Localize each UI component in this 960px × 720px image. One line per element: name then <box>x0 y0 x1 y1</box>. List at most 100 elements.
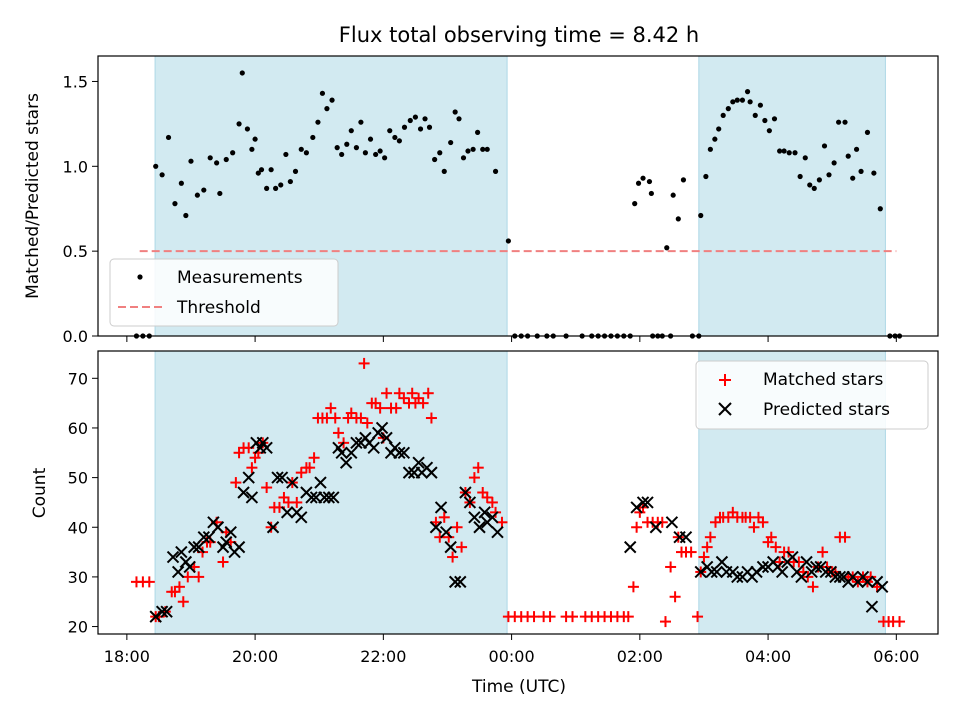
predicted-star-point <box>242 471 255 484</box>
predicted-stars-series <box>149 421 889 623</box>
matched-star-point <box>704 531 716 543</box>
predicted-star-point <box>468 511 481 524</box>
predicted-star-point <box>155 605 169 618</box>
threshold-legend-label: Threshold <box>176 298 261 318</box>
matched-star-point <box>261 482 273 494</box>
predicted-star-point <box>280 506 294 519</box>
measurement-point <box>877 206 883 212</box>
measurement-point <box>480 146 486 152</box>
measurement-point <box>766 128 772 134</box>
measurement-point <box>172 201 178 207</box>
count-y-axis-label: Count <box>30 467 50 518</box>
chart-title: Flux total observing time = 8.42 h <box>339 23 699 47</box>
x-tick-label: 20:00 <box>232 647 278 666</box>
matched-star-point <box>438 511 450 523</box>
measurement-point <box>334 145 340 151</box>
predicted-star-point <box>876 580 889 594</box>
matched-star-point <box>345 407 357 419</box>
predicted-star-point <box>275 471 289 484</box>
predicted-star-point <box>166 550 180 564</box>
y-tick-label: 1.0 <box>63 157 88 176</box>
measurement-point <box>792 150 798 156</box>
predicted-star-point <box>478 506 491 519</box>
measurement-point <box>236 121 242 127</box>
matched-star-point <box>631 521 643 533</box>
measurement-point <box>816 177 822 183</box>
predicted-star-point <box>211 521 225 534</box>
measurement-point <box>201 187 207 193</box>
matched-star-point <box>291 496 303 508</box>
ratio-panel-frame <box>97 55 939 337</box>
matched-star-point <box>374 402 386 414</box>
x-tick-label: 02:00 <box>617 647 663 666</box>
measurement-point <box>492 168 499 174</box>
measurement-point <box>249 146 255 152</box>
predicted-star-point <box>171 565 185 579</box>
x-axis-label: Time (UTC) <box>471 677 566 697</box>
matched-star-point <box>669 591 681 603</box>
measurement-point <box>377 148 383 154</box>
measurement-point <box>762 117 768 124</box>
predicted-star-point <box>187 540 201 554</box>
ratio-y-axis: 0.0 0.5 1.0 1.5 <box>63 72 98 346</box>
predicted-star-point <box>641 496 654 509</box>
measurement-point <box>230 150 236 156</box>
predicted-legend-marker <box>718 402 732 416</box>
matched-star-point <box>622 611 634 623</box>
predicted-star-point <box>705 565 718 579</box>
measurement-point <box>730 99 736 105</box>
predicted-star-point <box>339 456 353 469</box>
measurement-point <box>648 190 654 197</box>
predicted-star-point <box>245 491 259 504</box>
measurement-point <box>264 185 270 191</box>
ratio-y-axis-label: Matched/Predicted stars <box>23 93 43 299</box>
predicted-star-point <box>775 565 789 579</box>
measurement-point <box>734 97 740 103</box>
measurement-point <box>441 168 447 174</box>
measurement-point <box>646 178 653 185</box>
measurements-legend-label: Measurements <box>177 268 303 288</box>
matched-star-point <box>295 467 307 479</box>
predicted-star-point <box>630 501 643 514</box>
predicted-star-point <box>865 600 879 613</box>
measurement-point <box>456 116 462 122</box>
measurement-point <box>698 212 704 219</box>
count-legend-box <box>695 360 929 430</box>
measurement-point <box>635 180 642 186</box>
matched-star-point <box>381 387 393 399</box>
measurement-point <box>505 238 511 244</box>
measurement-point <box>739 97 746 103</box>
measurement-point <box>278 182 284 188</box>
matched-star-point <box>770 541 782 553</box>
predicted-star-point <box>454 575 467 589</box>
predicted-star-point <box>665 516 679 529</box>
measurement-point <box>786 150 792 156</box>
predicted-star-point <box>322 491 336 504</box>
matched-star-point <box>544 611 556 623</box>
matched-star-point <box>486 496 498 508</box>
measurement-point <box>344 141 350 147</box>
x-tick-label: 18:00 <box>104 647 150 666</box>
matched-star-point <box>656 516 668 528</box>
measurement-point <box>268 167 274 173</box>
matched-star-point <box>481 491 493 503</box>
measurement-point <box>244 126 251 132</box>
measurement-point <box>207 155 213 161</box>
y-tick-label: 0.0 <box>63 327 88 346</box>
matched-star-point <box>246 462 258 474</box>
predicted-star-point <box>266 521 280 534</box>
observing-window-1 <box>154 350 508 635</box>
predicted-star-point <box>459 486 472 499</box>
predicted-star-point <box>715 555 729 569</box>
ratio-panel: 0.0 0.5 1.0 1.5 Matched/Predicted stars Mea… <box>23 55 939 346</box>
measurement-point <box>757 102 763 108</box>
y-tick-label: 30 <box>68 568 88 587</box>
measurement-point <box>664 245 670 251</box>
measurement-point <box>842 119 848 125</box>
measurement-point <box>217 190 223 197</box>
matched-star-point <box>701 541 713 553</box>
predicted-star-point <box>327 491 340 504</box>
measurement-point <box>367 136 374 142</box>
predicted-star-point <box>224 526 237 539</box>
measurement-point <box>752 112 758 118</box>
